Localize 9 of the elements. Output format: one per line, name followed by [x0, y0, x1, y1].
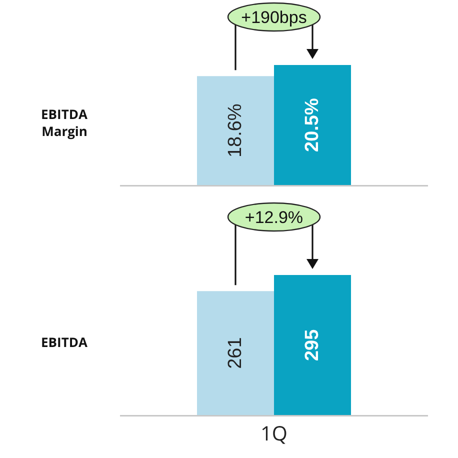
text: +12.9%: [244, 208, 304, 227]
data-label: 18.6%: [225, 104, 246, 158]
data-label: 20.5%: [302, 98, 323, 152]
data-label: 261: [225, 337, 246, 369]
y-axis-title: EBITDA Margin: [41, 105, 88, 140]
y-axis-title: EBITDA: [41, 333, 88, 351]
data-label: 295: [302, 328, 323, 362]
text: +190bps: [241, 8, 307, 27]
x-tick-label: 1Q: [260, 420, 288, 446]
